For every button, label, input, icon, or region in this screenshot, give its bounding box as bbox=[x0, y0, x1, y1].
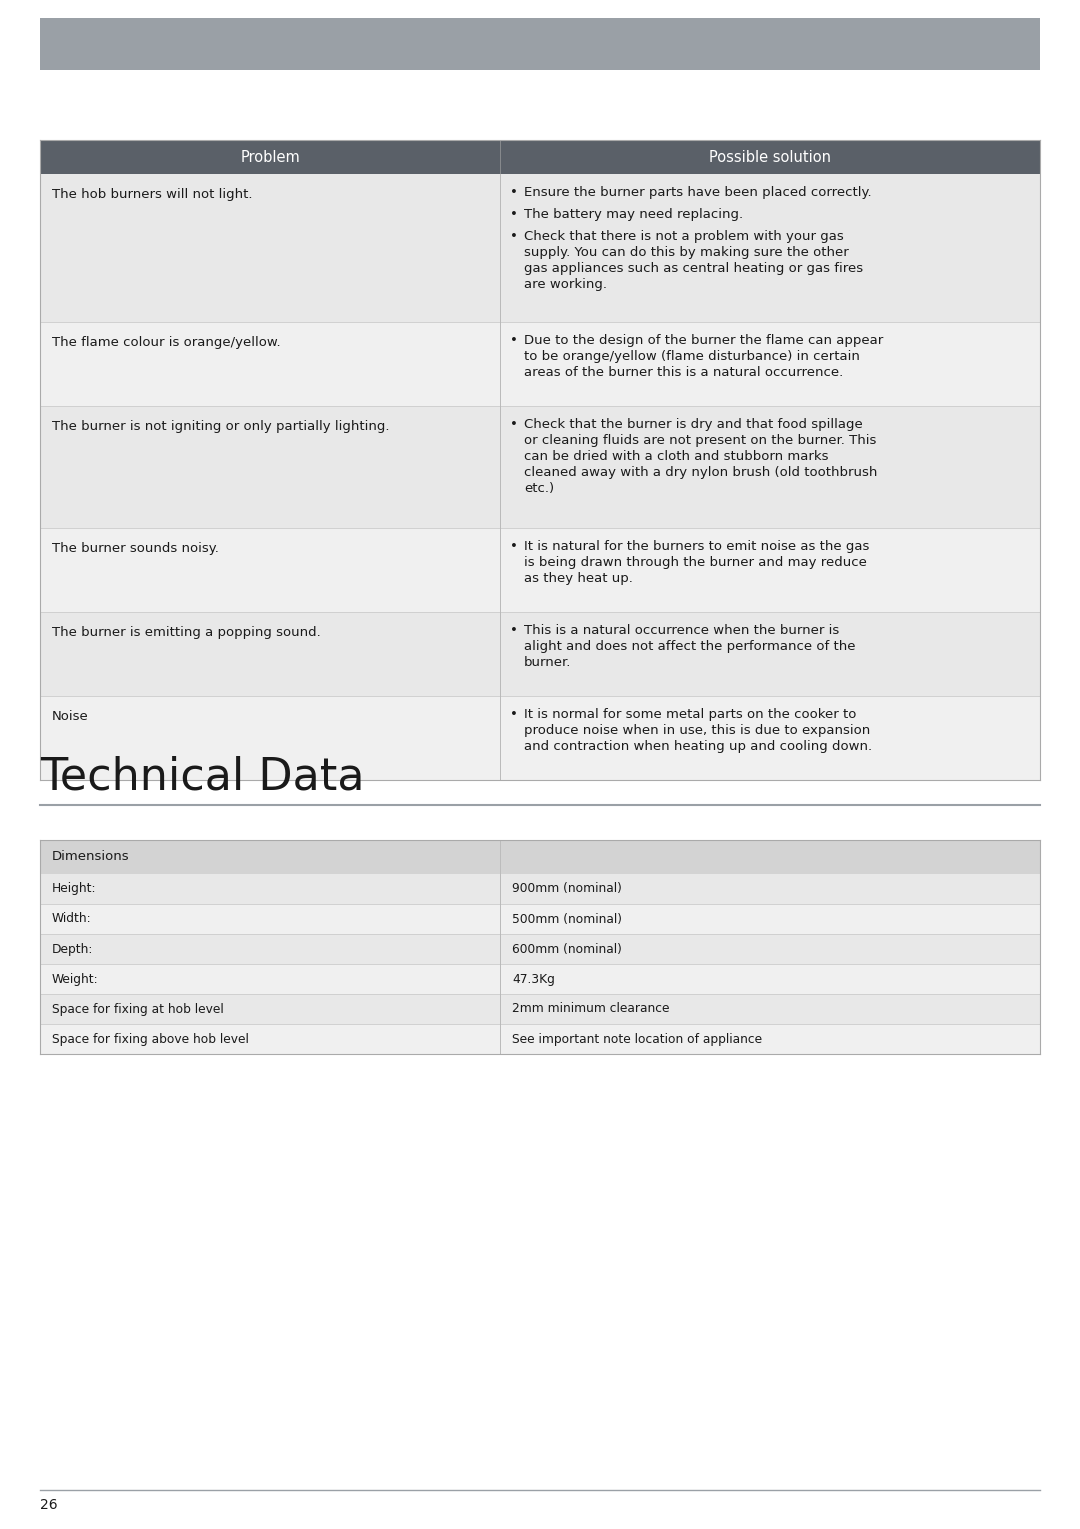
Text: •: • bbox=[510, 417, 518, 431]
Text: as they heat up.: as they heat up. bbox=[524, 572, 633, 586]
Bar bbox=[40, 141, 1040, 174]
Text: or cleaning fluids are not present on the burner. This: or cleaning fluids are not present on th… bbox=[524, 434, 876, 446]
Bar bbox=[500, 612, 1040, 696]
Bar bbox=[40, 528, 500, 612]
Text: 600mm (nominal): 600mm (nominal) bbox=[512, 942, 622, 956]
Text: The burner sounds noisy.: The burner sounds noisy. bbox=[52, 541, 219, 555]
Bar bbox=[500, 696, 1040, 780]
Bar bbox=[500, 904, 1040, 934]
Text: •: • bbox=[510, 333, 518, 347]
Text: is being drawn through the burner and may reduce: is being drawn through the burner and ma… bbox=[524, 557, 867, 569]
Bar bbox=[500, 174, 1040, 323]
Text: •: • bbox=[510, 187, 518, 199]
Text: 500mm (nominal): 500mm (nominal) bbox=[512, 913, 622, 925]
Bar bbox=[500, 528, 1040, 612]
Text: Possible solution: Possible solution bbox=[708, 150, 831, 165]
Bar bbox=[40, 696, 500, 780]
Bar bbox=[40, 875, 500, 904]
Text: can be dried with a cloth and stubborn marks: can be dried with a cloth and stubborn m… bbox=[524, 450, 828, 463]
Bar bbox=[500, 934, 1040, 963]
Text: Space for fixing at hob level: Space for fixing at hob level bbox=[52, 1003, 224, 1015]
Text: The burner is not igniting or only partially lighting.: The burner is not igniting or only parti… bbox=[52, 420, 390, 433]
Text: are working.: are working. bbox=[524, 278, 607, 291]
Text: Weight:: Weight: bbox=[52, 972, 98, 986]
Text: The hob burners will not light.: The hob burners will not light. bbox=[52, 188, 253, 200]
Text: •: • bbox=[510, 208, 518, 222]
Text: Noise: Noise bbox=[52, 709, 89, 723]
Text: and contraction when heating up and cooling down.: and contraction when heating up and cool… bbox=[524, 740, 873, 752]
Text: •: • bbox=[510, 229, 518, 243]
Text: Dimensions: Dimensions bbox=[52, 850, 130, 864]
Bar bbox=[40, 174, 500, 323]
Text: It is natural for the burners to emit noise as the gas: It is natural for the burners to emit no… bbox=[524, 540, 869, 553]
Bar bbox=[500, 875, 1040, 904]
Text: to be orange/yellow (flame disturbance) in certain: to be orange/yellow (flame disturbance) … bbox=[524, 350, 860, 362]
Text: Space for fixing above hob level: Space for fixing above hob level bbox=[52, 1032, 248, 1046]
Text: burner.: burner. bbox=[524, 656, 571, 670]
Text: 900mm (nominal): 900mm (nominal) bbox=[512, 882, 622, 896]
Bar bbox=[40, 839, 1040, 875]
Text: cleaned away with a dry nylon brush (old toothbrush: cleaned away with a dry nylon brush (old… bbox=[524, 466, 877, 479]
Text: The flame colour is orange/yellow.: The flame colour is orange/yellow. bbox=[52, 336, 281, 349]
Bar bbox=[40, 963, 500, 994]
Text: •: • bbox=[510, 708, 518, 722]
Text: •: • bbox=[510, 540, 518, 553]
Text: Technical Data: Technical Data bbox=[40, 755, 365, 798]
Text: 2mm minimum clearance: 2mm minimum clearance bbox=[512, 1003, 670, 1015]
Text: Check that there is not a problem with your gas: Check that there is not a problem with y… bbox=[524, 229, 843, 243]
Text: The burner is emitting a popping sound.: The burner is emitting a popping sound. bbox=[52, 625, 321, 639]
Text: etc.): etc.) bbox=[524, 482, 554, 495]
Text: Ensure the burner parts have been placed correctly.: Ensure the burner parts have been placed… bbox=[524, 187, 872, 199]
Text: areas of the burner this is a natural occurrence.: areas of the burner this is a natural oc… bbox=[524, 365, 843, 379]
Bar bbox=[40, 994, 500, 1024]
Bar bbox=[500, 323, 1040, 407]
Text: •: • bbox=[510, 624, 518, 638]
Text: Due to the design of the burner the flame can appear: Due to the design of the burner the flam… bbox=[524, 333, 883, 347]
Bar bbox=[40, 407, 500, 528]
Text: Width:: Width: bbox=[52, 913, 92, 925]
Bar bbox=[40, 612, 500, 696]
Bar bbox=[40, 904, 500, 934]
Text: alight and does not affect the performance of the: alight and does not affect the performan… bbox=[524, 641, 855, 653]
Text: gas appliances such as central heating or gas fires: gas appliances such as central heating o… bbox=[524, 261, 863, 275]
Text: Check that the burner is dry and that food spillage: Check that the burner is dry and that fo… bbox=[524, 417, 863, 431]
Bar bbox=[40, 18, 1040, 70]
Bar bbox=[40, 934, 500, 963]
Bar bbox=[500, 994, 1040, 1024]
Bar bbox=[500, 407, 1040, 528]
Text: 47.3Kg: 47.3Kg bbox=[512, 972, 555, 986]
Text: Depth:: Depth: bbox=[52, 942, 93, 956]
Text: Problem: Problem bbox=[240, 150, 300, 165]
Text: The battery may need replacing.: The battery may need replacing. bbox=[524, 208, 743, 222]
Bar bbox=[40, 323, 500, 407]
Text: supply. You can do this by making sure the other: supply. You can do this by making sure t… bbox=[524, 246, 849, 258]
Text: This is a natural occurrence when the burner is: This is a natural occurrence when the bu… bbox=[524, 624, 839, 638]
Text: produce noise when in use, this is due to expansion: produce noise when in use, this is due t… bbox=[524, 725, 870, 737]
Bar bbox=[500, 963, 1040, 994]
Text: Height:: Height: bbox=[52, 882, 96, 896]
Text: 26: 26 bbox=[40, 1498, 57, 1512]
Bar bbox=[40, 1024, 500, 1053]
Text: It is normal for some metal parts on the cooker to: It is normal for some metal parts on the… bbox=[524, 708, 856, 722]
Text: See important note location of appliance: See important note location of appliance bbox=[512, 1032, 762, 1046]
Bar bbox=[500, 1024, 1040, 1053]
